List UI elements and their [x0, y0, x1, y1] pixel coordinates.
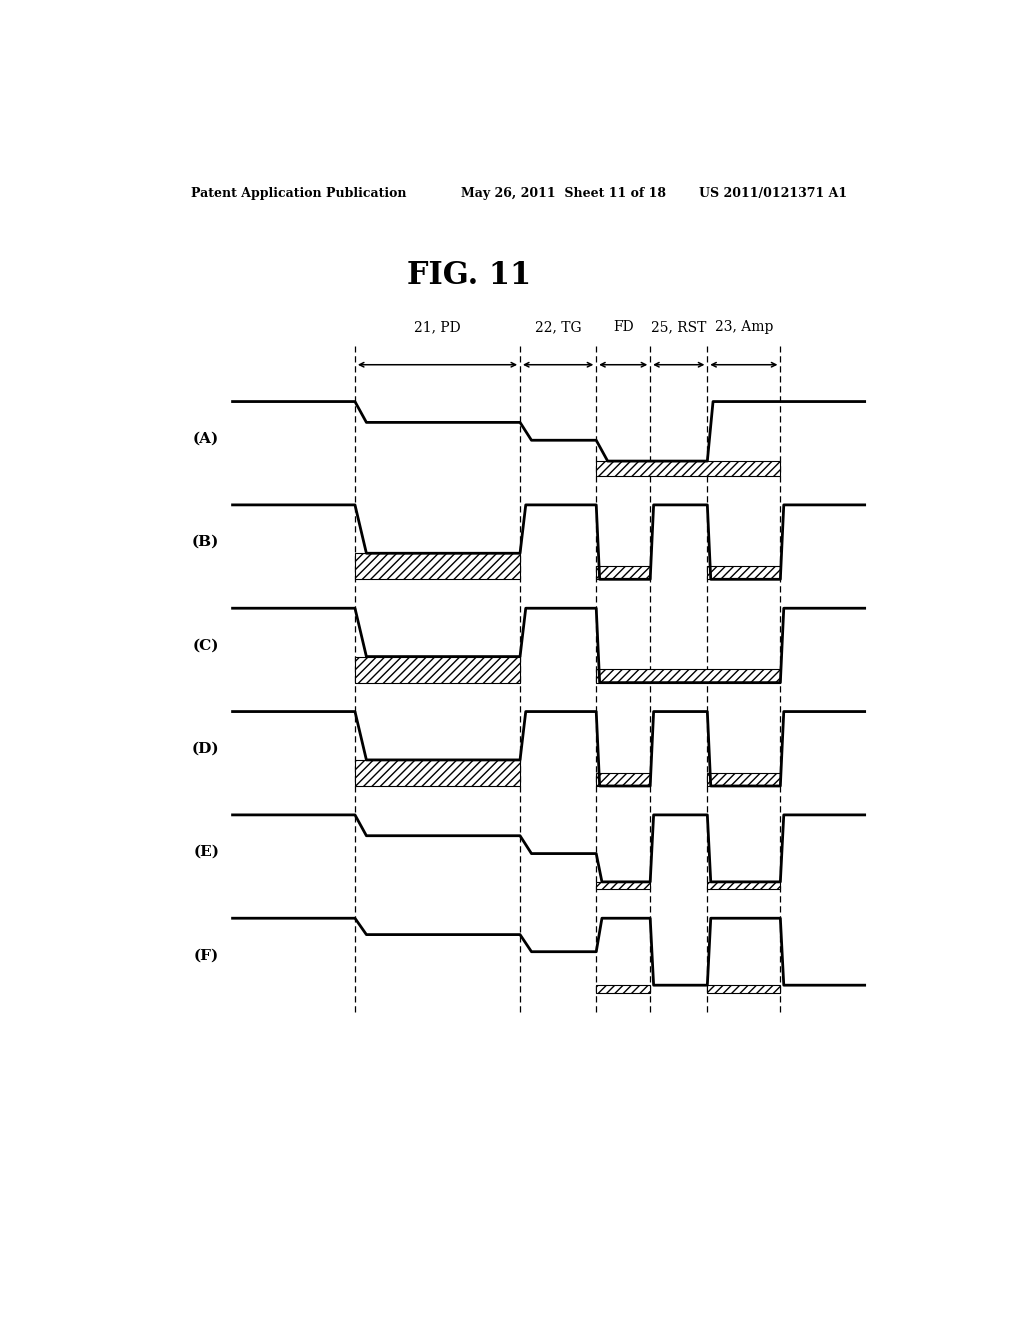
Text: 23, Amp: 23, Amp [715, 321, 773, 334]
Bar [355, 656, 520, 682]
Bar [708, 772, 780, 785]
Bar [596, 566, 650, 579]
Text: (E): (E) [194, 845, 219, 859]
Text: (B): (B) [191, 535, 219, 549]
Bar [596, 461, 780, 477]
Text: Patent Application Publication: Patent Application Publication [191, 187, 407, 201]
Text: (D): (D) [191, 742, 219, 756]
Text: May 26, 2011  Sheet 11 of 18: May 26, 2011 Sheet 11 of 18 [461, 187, 667, 201]
Bar [355, 760, 520, 785]
Bar [596, 669, 780, 682]
Text: US 2011/0121371 A1: US 2011/0121371 A1 [699, 187, 848, 201]
Bar [708, 566, 780, 579]
Bar [355, 553, 520, 579]
Text: FD: FD [613, 321, 634, 334]
Text: (C): (C) [193, 639, 219, 652]
Bar [596, 772, 650, 785]
Bar [708, 985, 780, 993]
Text: 25, RST: 25, RST [651, 321, 707, 334]
Text: (A): (A) [193, 432, 219, 446]
Bar [596, 985, 650, 993]
Text: (F): (F) [194, 949, 219, 962]
Text: FIG. 11: FIG. 11 [408, 260, 531, 290]
Bar [708, 882, 780, 890]
Text: 21, PD: 21, PD [414, 321, 461, 334]
Bar [596, 882, 650, 890]
Text: 22, TG: 22, TG [535, 321, 582, 334]
